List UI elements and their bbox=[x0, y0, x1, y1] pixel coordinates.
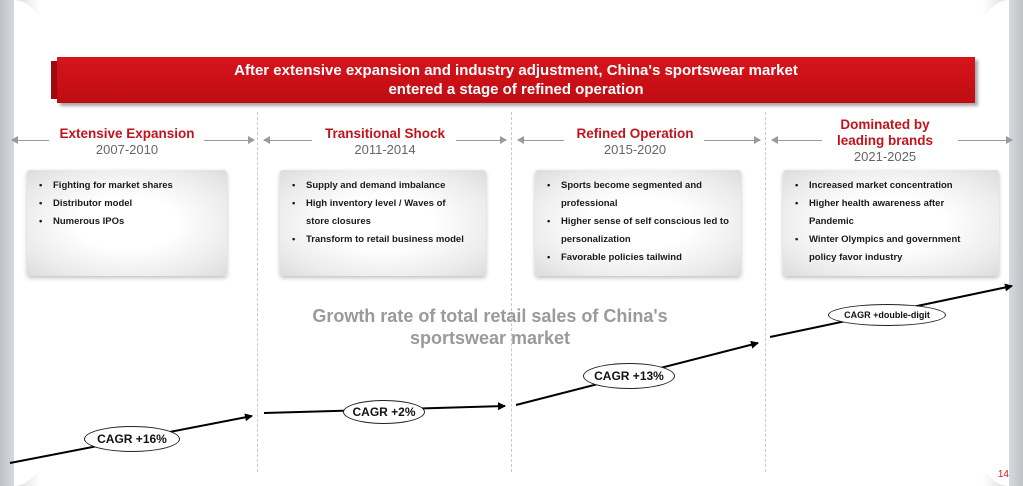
bullet-item: Fighting for market shares bbox=[39, 177, 219, 195]
banner-line-2: entered a stage of refined operation bbox=[388, 81, 644, 98]
phase-arrow-right bbox=[456, 136, 507, 144]
phase-card-refined-operation: Sports become segmented and professional… bbox=[535, 170, 741, 276]
banner-line-1: After extensive expansion and industry a… bbox=[234, 62, 798, 79]
bullet-item: Winter Olympics and government policy fa… bbox=[795, 231, 989, 267]
phase-arrow-left bbox=[771, 136, 822, 144]
phase-years: 2015-2020 bbox=[603, 142, 667, 157]
phase-arrow-left bbox=[517, 136, 564, 144]
phase-header-extensive-expansion: Extensive Expansion 2007-2010 bbox=[52, 126, 202, 158]
phase-header-refined-operation: Refined Operation 2015-2020 bbox=[560, 126, 710, 158]
growth-title-line-1: Growth rate of total retail sales of Chi… bbox=[312, 306, 668, 326]
growth-rate-title: Growth rate of total retail sales of Chi… bbox=[270, 305, 710, 349]
phase-title-line-2: leading brands bbox=[836, 133, 934, 148]
phase-header-dominated-by-leading-brands: Dominated by leading brands 2021-2025 bbox=[810, 117, 960, 165]
phase-card-extensive-expansion: Fighting for market shares Distributor m… bbox=[27, 170, 227, 276]
phase-title: Transitional Shock bbox=[324, 126, 446, 141]
bullet-item: Numerous IPOs bbox=[39, 213, 219, 231]
bullet-item: Higher health awareness after Pandemic bbox=[795, 195, 969, 231]
phase-card-transitional-shock: Supply and demand imbalance High invento… bbox=[280, 170, 486, 276]
phase-arrow-left bbox=[11, 136, 49, 144]
phase-arrow-right bbox=[204, 136, 255, 144]
bullet-item: Sports become segmented and professional bbox=[547, 177, 726, 213]
phase-title: Refined Operation bbox=[576, 126, 694, 141]
cagr-label-2011-2014: CAGR +2% bbox=[343, 400, 425, 424]
phase-title-line-1: Dominated by bbox=[840, 117, 930, 132]
bullet-item: Distributor model bbox=[39, 195, 219, 213]
cagr-label-2007-2010: CAGR +16% bbox=[84, 426, 180, 452]
bullet-item: Higher sense of self conscious led to pe… bbox=[547, 213, 736, 249]
phase-years: 2011-2014 bbox=[354, 142, 416, 157]
column-divider bbox=[511, 112, 512, 472]
bullet-item: Favorable policies tailwind bbox=[547, 249, 733, 267]
phase-years: 2007-2010 bbox=[95, 142, 159, 157]
bullet-item: Transform to retail business model bbox=[292, 231, 466, 249]
bullet-item: Supply and demand imbalance bbox=[292, 177, 478, 195]
phase-years: 2021-2025 bbox=[853, 149, 917, 164]
phase-header-transitional-shock: Transitional Shock 2011-2014 bbox=[310, 126, 460, 158]
column-divider bbox=[257, 112, 258, 472]
cagr-label-2021-2025: CAGR +double-digit bbox=[828, 304, 946, 326]
phase-arrow-left bbox=[263, 136, 312, 144]
column-divider bbox=[765, 112, 766, 472]
page-number: 14 bbox=[997, 469, 1009, 480]
phase-title: Extensive Expansion bbox=[59, 126, 195, 141]
bullet-item: High inventory level / Waves of store cl… bbox=[292, 195, 466, 231]
bullet-item: Increased market concentration bbox=[795, 177, 991, 195]
growth-title-line-2: sportswear market bbox=[409, 328, 571, 348]
phase-arrow-right bbox=[958, 136, 1013, 144]
headline-banner: After extensive expansion and industry a… bbox=[51, 57, 975, 103]
cagr-label-2015-2020: CAGR +13% bbox=[583, 363, 675, 389]
phase-card-dominated-by-leading-brands: Increased market concentration Higher he… bbox=[783, 170, 999, 276]
phase-arrow-right bbox=[704, 136, 761, 144]
